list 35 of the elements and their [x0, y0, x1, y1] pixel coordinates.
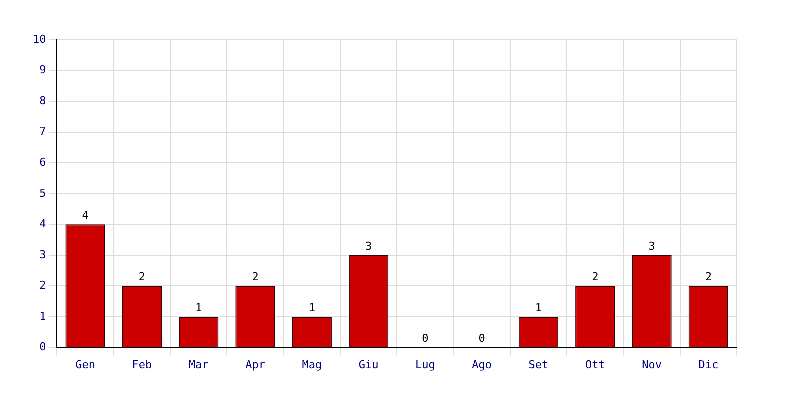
data-label: 2: [592, 270, 599, 284]
y-tick-label: 2: [40, 279, 46, 292]
x-tick-label: Mar: [188, 358, 210, 372]
data-label: 1: [535, 301, 542, 314]
data-label: 2: [138, 270, 146, 284]
y-tick-label: 1: [40, 310, 46, 323]
y-tick-label: 5: [40, 186, 46, 200]
y-tick-label: 7: [40, 125, 46, 138]
x-tick-label: Feb: [132, 358, 152, 372]
data-label: 4: [82, 209, 90, 222]
data-label: 3: [648, 240, 656, 253]
x-tick-label: Apr: [246, 358, 266, 372]
x-tick-label: Gen: [76, 358, 96, 372]
y-tick-label: 4: [40, 218, 47, 231]
x-tick-label: Ago: [472, 358, 492, 372]
x-tick-label: Lug: [416, 358, 436, 372]
x-tick-label: Dic: [698, 358, 719, 372]
data-label: 0: [478, 332, 486, 346]
y-tick-label: 3: [40, 248, 46, 262]
data-label: 3: [365, 240, 372, 253]
y-tick-label: 8: [40, 94, 46, 108]
y-tick-label: 9: [40, 64, 46, 77]
data-label: 2: [252, 270, 259, 284]
y-tick-label: 6: [40, 156, 46, 169]
x-tick-label: Set: [528, 358, 549, 372]
y-tick-label: 0: [40, 340, 46, 354]
data-label: 0: [422, 332, 429, 346]
x-tick-label: Giu: [358, 358, 379, 372]
x-tick-label: Nov: [642, 358, 662, 372]
data-label: 2: [705, 270, 712, 284]
x-tick-label: Ott: [585, 358, 606, 372]
y-tick-label: 10: [32, 32, 46, 46]
data-label: 1: [196, 301, 202, 314]
x-tick-label: Mag: [302, 358, 322, 372]
data-label: 1: [308, 301, 316, 314]
